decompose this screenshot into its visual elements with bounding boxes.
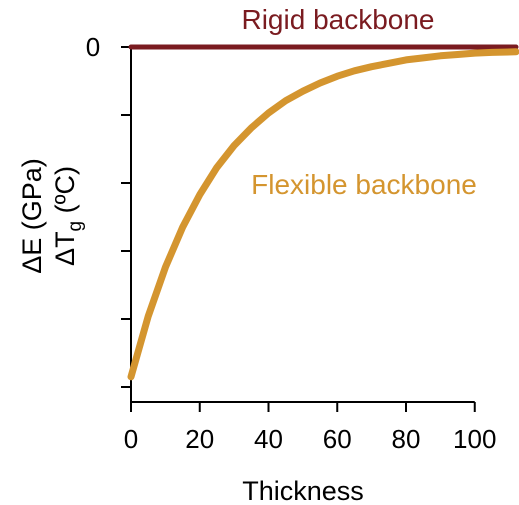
y-axis-title-line2-suffix: (ºC) — [50, 166, 80, 221]
x-tick-label: 20 — [185, 424, 214, 454]
series-group — [131, 47, 516, 377]
y-tick-label: 0 — [86, 32, 100, 62]
series-label-rigid: Rigid backbone — [241, 4, 434, 35]
x-tick-label: 80 — [392, 424, 421, 454]
series-line-flexible — [131, 52, 516, 377]
y-axis-title-line1: ΔE (GPa) — [17, 158, 47, 274]
x-axis-title: Thickness — [242, 476, 364, 505]
y-ticks: 0 — [86, 32, 131, 387]
y-axis-title: ΔE (GPa) ΔTg (ºC) — [17, 158, 86, 274]
x-tick-label: 60 — [323, 424, 352, 454]
y-axis-title-line2-prefix: ΔT — [50, 231, 80, 266]
x-tick-label: 40 — [254, 424, 283, 454]
series-label-flexible: Flexible backbone — [251, 169, 477, 200]
x-ticks: 0 20 40 60 80 100 — [124, 402, 497, 454]
y-axis-title-line2-subscript: g — [65, 221, 86, 232]
y-axis-title-line2: ΔTg (ºC) — [50, 166, 86, 266]
x-tick-label: 0 — [124, 424, 138, 454]
x-tick-label: 100 — [453, 424, 496, 454]
